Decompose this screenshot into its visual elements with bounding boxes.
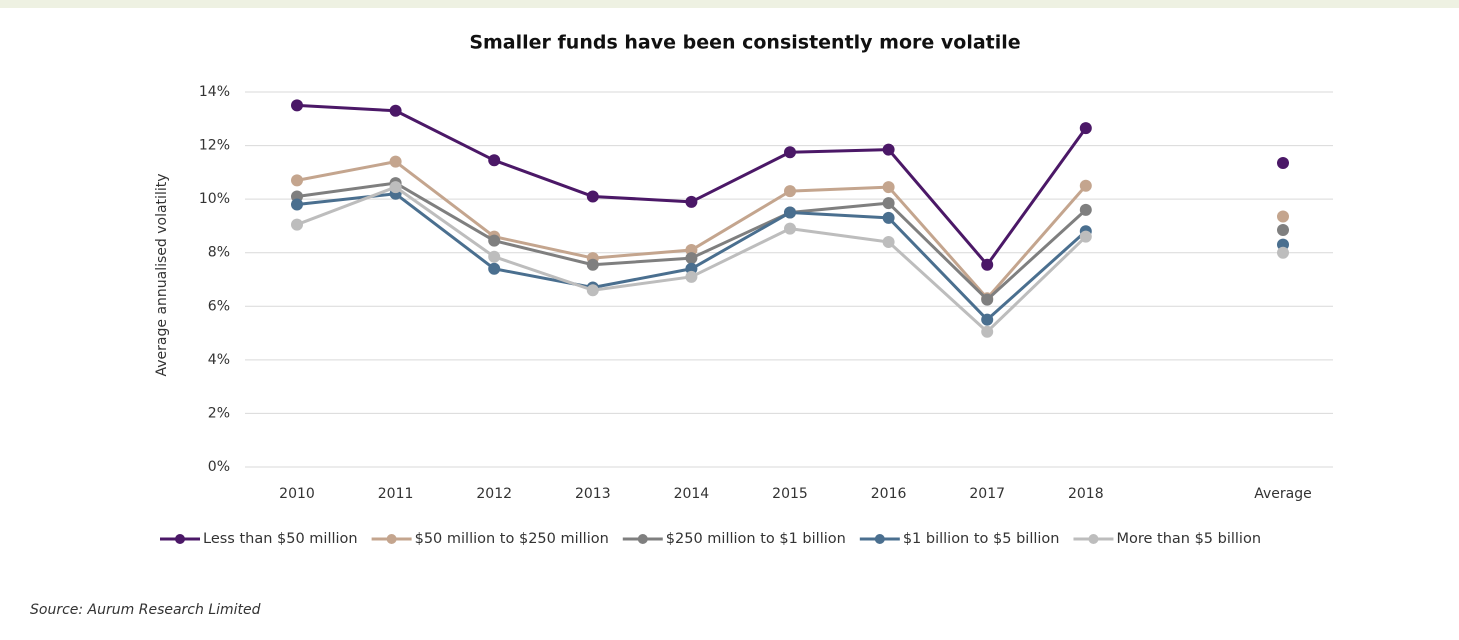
data-point xyxy=(1079,179,1092,192)
x-tick-label: 2015 xyxy=(772,486,808,502)
source-note: Source: Aurum Research Limited xyxy=(30,602,261,618)
data-point xyxy=(1277,156,1289,169)
x-tick-label: 2017 xyxy=(969,486,1005,502)
data-point xyxy=(389,181,402,194)
data-point xyxy=(586,258,599,271)
data-point xyxy=(685,270,698,283)
x-tick-label: 2013 xyxy=(575,486,611,502)
data-point xyxy=(1277,210,1289,223)
legend-label: Less than $50 million xyxy=(203,531,358,547)
data-point xyxy=(488,154,501,167)
legend-item: $1 billion to $5 billion xyxy=(859,531,1060,547)
data-point xyxy=(882,181,895,194)
data-point xyxy=(685,195,698,208)
legend-item: $50 million to $250 million xyxy=(371,531,609,547)
data-point xyxy=(882,211,895,224)
data-point xyxy=(389,155,402,168)
x-tick-label: 2012 xyxy=(476,486,512,502)
legend-item: Less than $50 million xyxy=(160,531,358,547)
data-point xyxy=(586,284,599,297)
top-band xyxy=(0,0,1459,8)
x-tick-label: 2014 xyxy=(674,486,710,502)
y-tick-label: 10% xyxy=(199,191,230,207)
data-point xyxy=(784,206,796,219)
data-point xyxy=(981,293,994,306)
data-point xyxy=(1277,246,1289,259)
data-point xyxy=(1079,203,1092,216)
legend-item: $250 million to $1 billion xyxy=(622,531,846,547)
legend-label: $50 million to $250 million xyxy=(415,531,609,547)
legend-swatch-dot xyxy=(386,534,397,544)
legend-swatch-dot xyxy=(874,534,885,544)
data-point xyxy=(1277,223,1289,236)
series-line xyxy=(297,105,1283,264)
data-point xyxy=(981,325,994,338)
x-tick-label: 2016 xyxy=(871,486,907,502)
x-tick-label: 2011 xyxy=(378,486,414,502)
data-point xyxy=(981,258,994,271)
data-point xyxy=(389,104,402,117)
data-point xyxy=(981,313,994,326)
data-point xyxy=(488,234,501,247)
data-point xyxy=(882,143,895,156)
y-tick-label: 4% xyxy=(208,352,230,368)
data-point xyxy=(1079,122,1092,135)
y-tick-label: 8% xyxy=(208,245,230,261)
x-tick-label: 2010 xyxy=(279,486,315,502)
legend-swatch-dot xyxy=(1088,534,1099,544)
y-tick-label: 6% xyxy=(208,298,230,314)
data-point xyxy=(488,250,501,263)
legend-label: $250 million to $1 billion xyxy=(666,531,846,547)
data-point xyxy=(685,252,698,265)
data-point xyxy=(291,218,303,231)
legend-label: More than $5 billion xyxy=(1116,531,1261,547)
data-point xyxy=(784,146,796,159)
data-point xyxy=(882,197,895,210)
data-point xyxy=(291,174,303,187)
data-point xyxy=(784,185,796,198)
y-tick-label: 14% xyxy=(199,84,230,100)
legend-swatch-dot xyxy=(175,534,185,544)
data-point xyxy=(586,190,599,203)
y-tick-label: 2% xyxy=(208,405,230,421)
y-axis-label: Average annualised volatility xyxy=(154,174,170,377)
x-tick-label: Average xyxy=(1254,486,1312,502)
x-tick-label: 2018 xyxy=(1068,486,1104,502)
legend-label: $1 billion to $5 billion xyxy=(903,531,1060,547)
data-point xyxy=(784,222,796,235)
y-tick-label: 12% xyxy=(199,138,230,154)
chart-title: Smaller funds have been consistently mor… xyxy=(469,32,1020,54)
data-point xyxy=(1079,230,1092,243)
legend-item: More than $5 billion xyxy=(1073,531,1261,547)
data-point xyxy=(882,236,895,248)
y-tick-label: 0% xyxy=(208,459,230,475)
data-point xyxy=(488,262,501,275)
legend-swatch-dot xyxy=(637,534,648,544)
data-point xyxy=(291,198,303,211)
data-point xyxy=(291,99,303,112)
